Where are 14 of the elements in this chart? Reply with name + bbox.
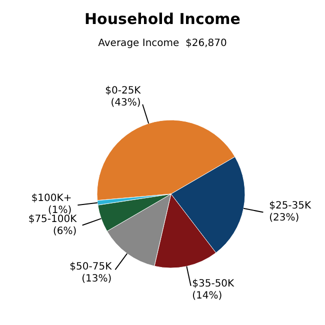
chart-subtitle: Average Income $26,870 — [97, 38, 228, 49]
slice-label: $0-25K — [105, 86, 142, 97]
data-label: (6%) — [53, 226, 77, 238]
slice-label: $75-100K — [28, 214, 78, 226]
slice-label: $50-75K — [70, 261, 112, 272]
data-label: (14%) — [192, 290, 222, 302]
data-label: (43%) — [110, 98, 141, 109]
slice-label: $25-35K — [269, 200, 312, 212]
data-label: (1%) — [48, 204, 72, 216]
chart-title: Household Income — [84, 9, 242, 28]
data-label: (23%) — [269, 212, 300, 224]
slice-label: $100K+ — [31, 192, 72, 204]
data-label: (13%) — [82, 273, 112, 284]
slice-label: $35-50K — [192, 278, 235, 290]
